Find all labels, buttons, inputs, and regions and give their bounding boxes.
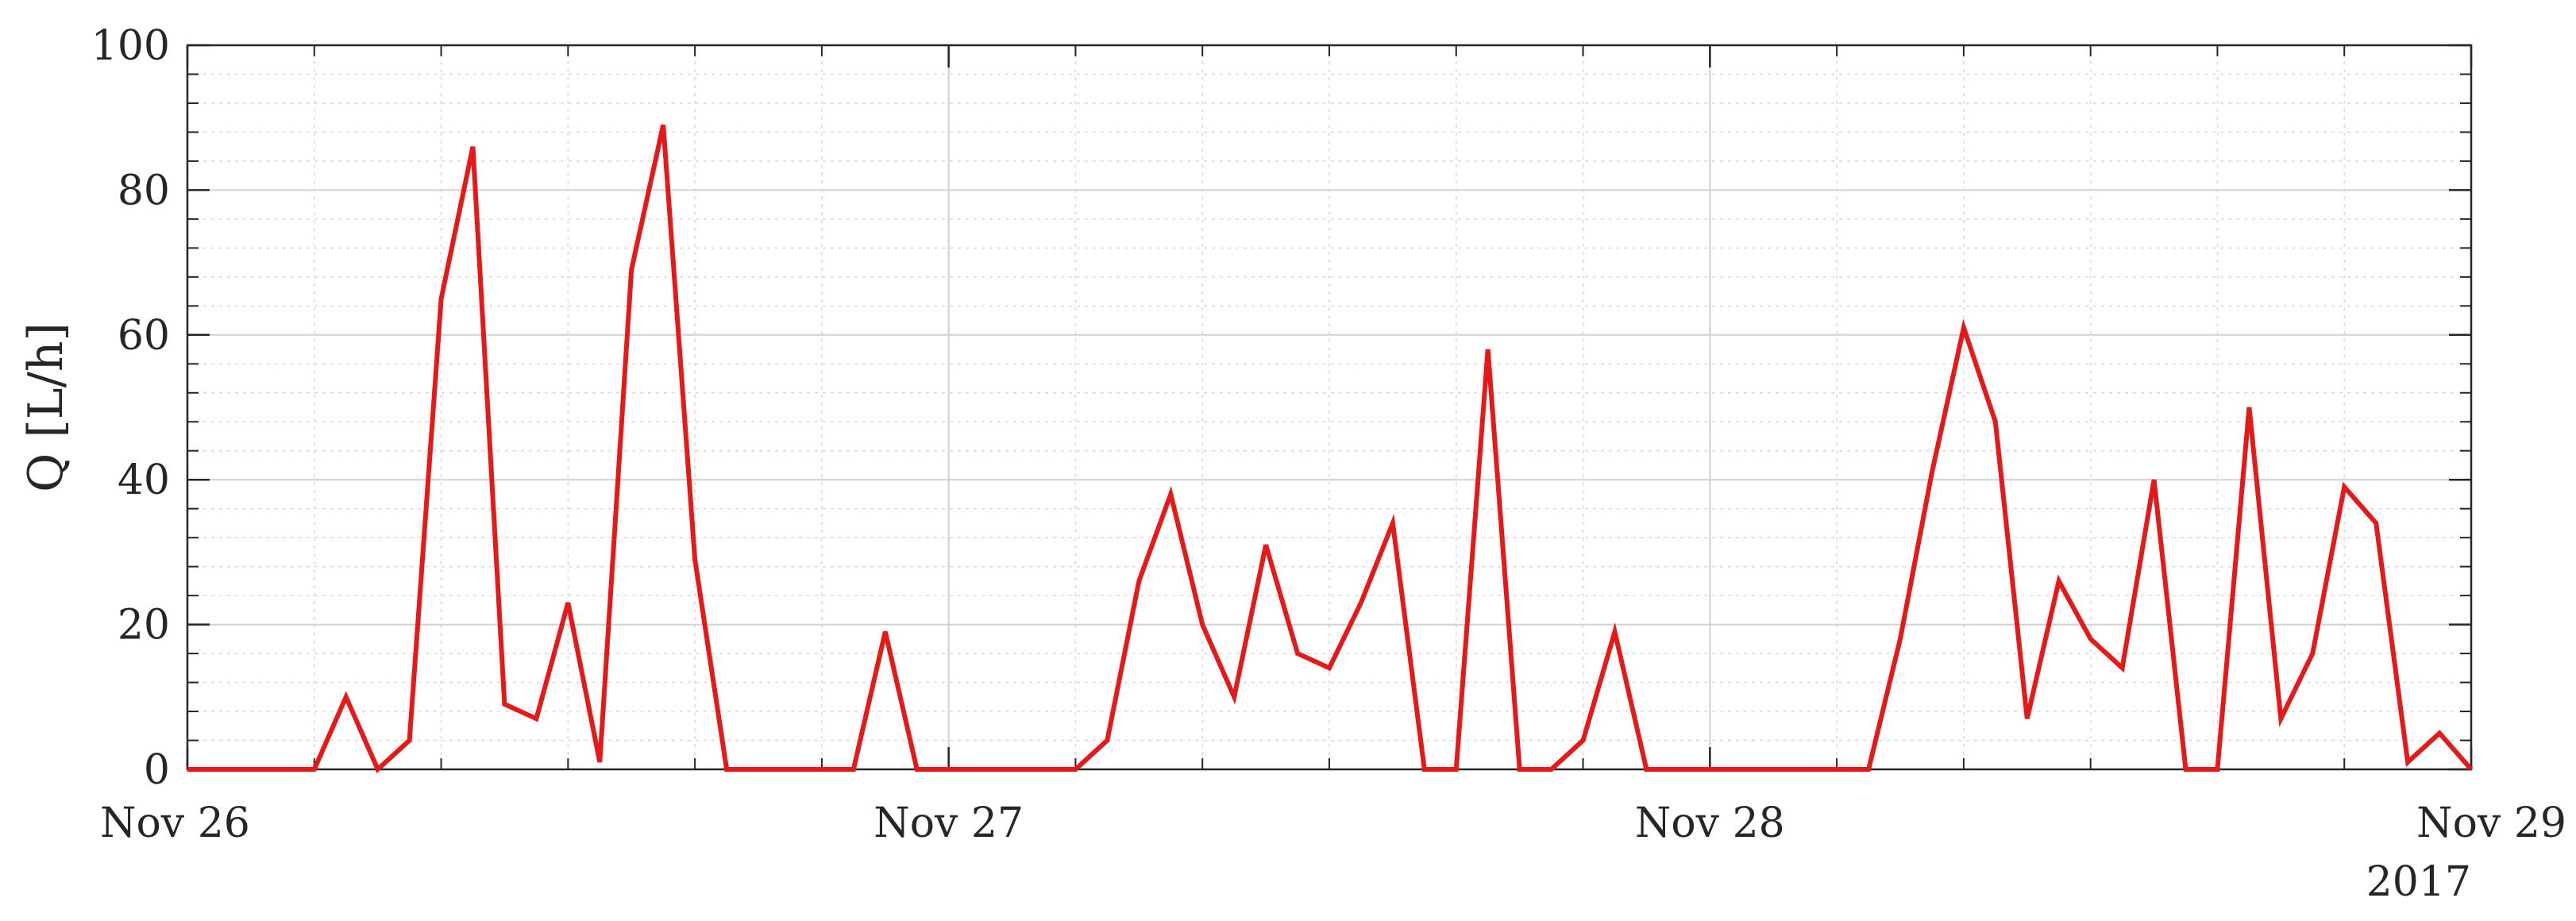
y-axis-label: Q [L/h]	[18, 322, 74, 492]
x-tick-label: Nov 27	[873, 800, 1024, 847]
plot-background	[187, 45, 2471, 769]
x-tick-label: Nov 28	[1635, 800, 1785, 847]
y-tick-label: 60	[118, 312, 170, 360]
y-tick-label: 20	[118, 602, 170, 649]
x-tick-labels: Nov 26 Nov 27 Nov 28 Nov 29	[100, 800, 2566, 847]
minor-grid	[187, 45, 2471, 769]
x-tick-label: Nov 29	[2416, 800, 2566, 847]
y-tick-label: 40	[118, 457, 170, 504]
y-tick-label: 100	[91, 22, 170, 70]
y-tick-labels: 0 20 40 60 80 100	[91, 22, 170, 794]
x-year-label: 2017	[2366, 858, 2471, 906]
y-tick-label: 80	[118, 167, 170, 214]
series-layer	[187, 124, 2474, 774]
x-tick-label: Nov 26	[100, 800, 250, 847]
y-tick-label: 0	[144, 746, 170, 794]
